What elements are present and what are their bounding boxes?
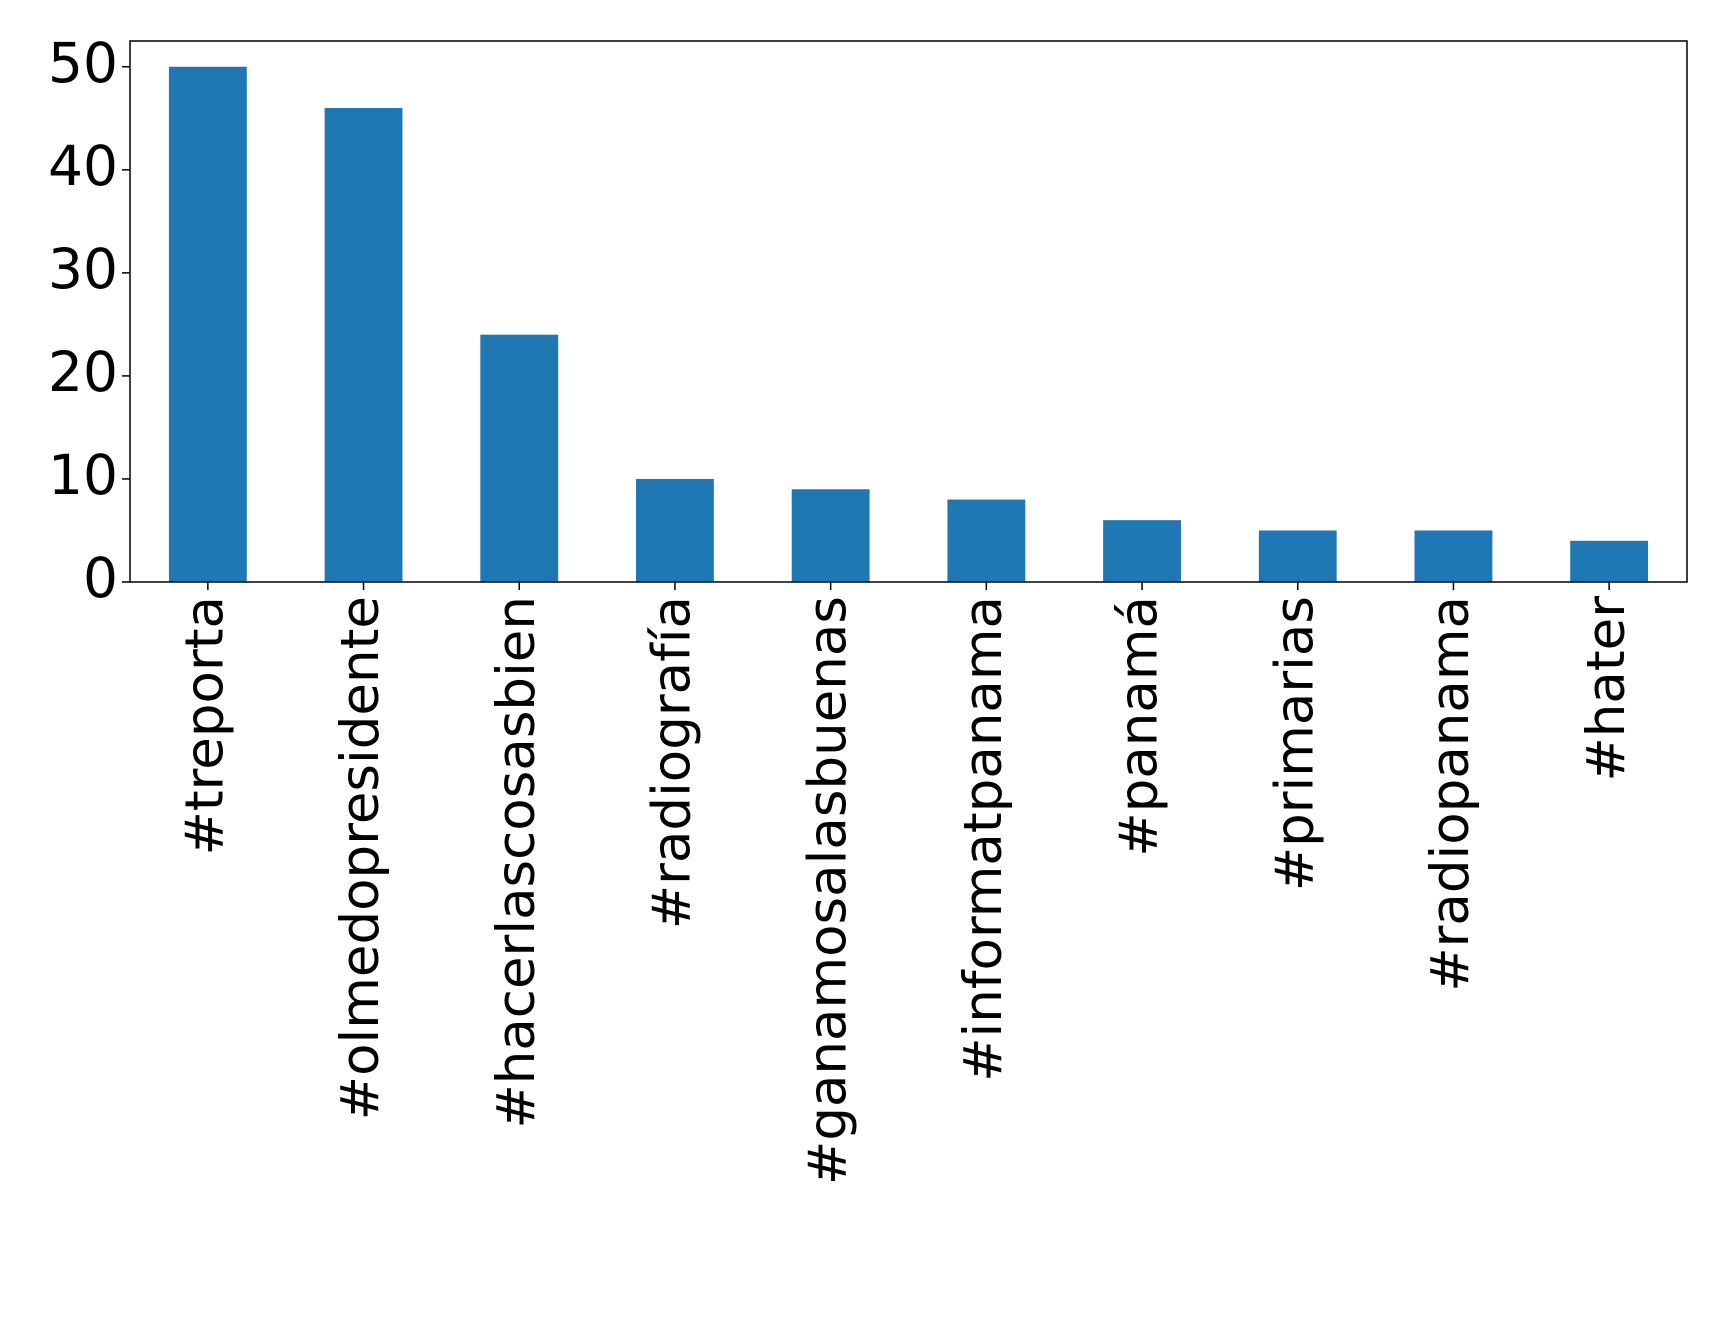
bar xyxy=(791,489,870,582)
x-tick-label: #hater xyxy=(1576,596,1637,782)
bar xyxy=(168,66,247,582)
bar xyxy=(324,107,403,582)
bar xyxy=(636,478,714,582)
plot-frame xyxy=(129,40,1688,583)
bar xyxy=(480,334,559,582)
x-tick-label: #radiografía xyxy=(642,596,703,929)
x-tick-label: #radiopanama xyxy=(1420,596,1481,992)
y-tick-label: 20 xyxy=(48,340,118,404)
x-tick-label: #hacerlascosasbien xyxy=(486,596,547,1129)
bar xyxy=(1414,530,1493,582)
y-tick-label: 30 xyxy=(48,237,118,301)
bar xyxy=(947,499,1026,582)
bar xyxy=(1103,520,1181,582)
x-tick-label: #primarias xyxy=(1264,596,1325,891)
x-tick-label: #panamá xyxy=(1109,596,1170,857)
y-tick-label: 0 xyxy=(83,546,118,610)
x-tick-label: #treporta xyxy=(174,596,235,856)
x-tick-label: #ganamosalasbuenas xyxy=(797,596,858,1185)
y-tick-label: 10 xyxy=(48,443,118,507)
y-tick-label: 40 xyxy=(48,134,118,198)
bar xyxy=(1570,540,1649,582)
x-tick-label: #informatpanama xyxy=(953,596,1014,1082)
bar xyxy=(1258,530,1337,582)
x-tick-label: #olmedopresidente xyxy=(330,596,391,1120)
y-tick-label: 50 xyxy=(48,31,118,95)
